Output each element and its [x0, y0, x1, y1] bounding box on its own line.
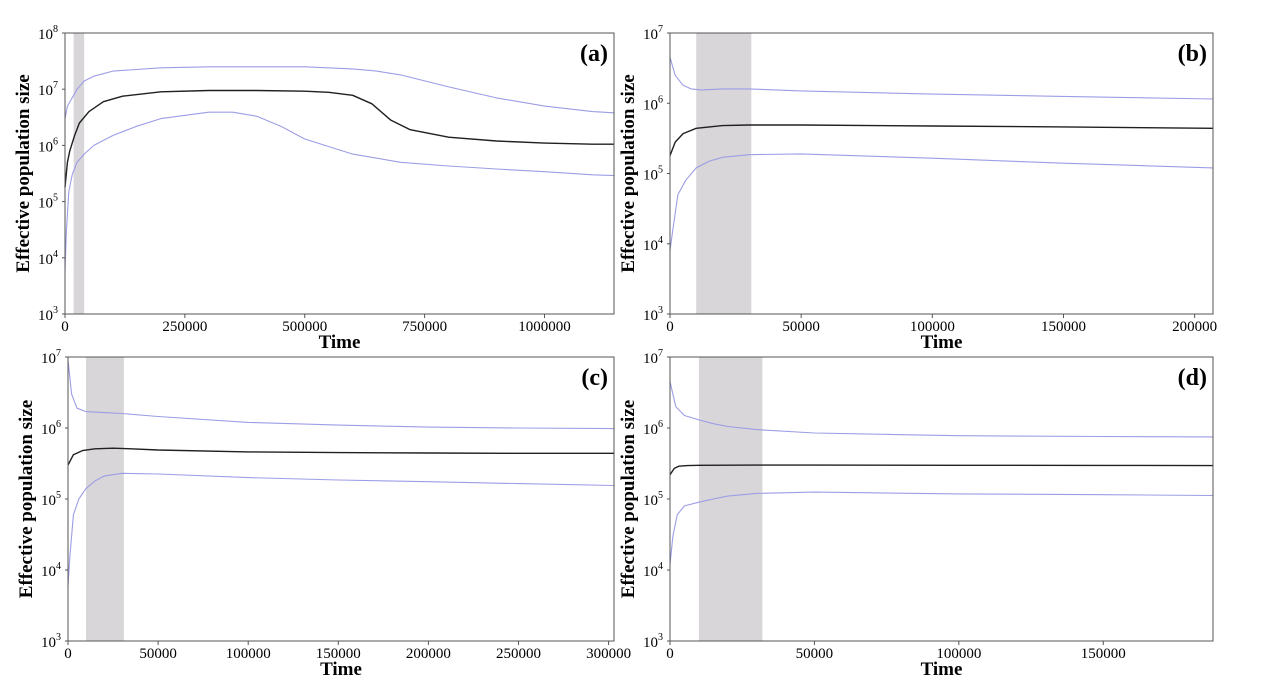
x-tick-label-d: 100000: [936, 646, 981, 662]
panel-label-a: (a): [580, 41, 608, 67]
x-tick-label-a: 1000000: [518, 319, 571, 335]
series-upper-b: [669, 57, 1214, 100]
series-median-a: [64, 89, 614, 188]
y-axis-title-c: Effective population size: [16, 400, 37, 598]
plot-frame-a: [64, 32, 615, 315]
x-tick-label-b: 0: [666, 319, 674, 335]
panel-c: 0 50000 100000 150000 200000 250000 300000 103 1…: [16, 348, 631, 680]
y-tick-label-a: 108: [38, 24, 58, 43]
panel-label-d: (d): [1178, 365, 1207, 391]
series-upper-a: [64, 66, 615, 119]
y-tick-label-a: 107: [38, 80, 58, 99]
series-lower-c: [67, 472, 615, 586]
x-tick-label-b: 200000: [1172, 319, 1217, 335]
series-upper-d: [669, 381, 1214, 438]
panels-container: 0 250000 500000 750000 100000010310410510610…: [13, 24, 1217, 680]
series-lower-d: [669, 491, 1214, 565]
series-median-c: [67, 447, 614, 466]
series-median-d: [669, 464, 1214, 476]
panel-label-c: (c): [581, 365, 608, 391]
series-upper-c: [67, 360, 615, 430]
y-tick-label-b: 105: [643, 165, 663, 184]
y-tick-label-c: 103: [41, 632, 61, 651]
x-tick-label-a: 750000: [402, 319, 447, 335]
y-tick-label-d: 105: [643, 490, 663, 509]
x-tick-label-c: 100000: [226, 646, 271, 662]
shaded-region-b: [696, 33, 752, 314]
x-tick-label-c: 50000: [139, 646, 177, 662]
x-tick-label-d: 150000: [1081, 646, 1126, 662]
y-axis-title-a: Effective population size: [13, 74, 34, 272]
series-lower-b: [669, 153, 1214, 251]
y-tick-label-d: 107: [643, 348, 663, 367]
x-axis-title-b: Time: [921, 332, 963, 353]
panel-b: 0 50000 100000 150000 200000 103 104 105 106 107 T…: [618, 24, 1217, 353]
y-tick-label-d: 103: [643, 632, 663, 651]
y-tick-label-d: 106: [643, 419, 663, 438]
x-axis-title-a: Time: [319, 332, 361, 353]
x-tick-label-b: 100000: [910, 319, 955, 335]
y-axis-title-d: Effective population size: [618, 400, 639, 598]
y-tick-label-a: 104: [38, 249, 58, 268]
x-axis-title-d: Time: [921, 659, 963, 680]
x-tick-label-b: 50000: [782, 319, 820, 335]
y-tick-label-b: 107: [643, 24, 663, 43]
x-axis-title-c: Time: [320, 659, 362, 680]
x-tick-label-a: 500000: [282, 319, 327, 335]
y-tick-label-b: 103: [643, 305, 663, 324]
x-tick-label-c: 0: [64, 646, 72, 662]
y-tick-label-a: 106: [38, 136, 58, 155]
y-tick-label-c: 106: [41, 419, 61, 438]
shaded-region-a: [73, 33, 85, 314]
panel-d: 0 50000 100000 150000 103 104 105 106 107 Time Eff…: [618, 348, 1214, 680]
x-tick-label-c: 150000: [316, 646, 361, 662]
panel-a: 0 250000 500000 750000 1000000 103 104 105 106 10…: [13, 24, 615, 353]
x-tick-label-b: 150000: [1041, 319, 1086, 335]
x-tick-label-c: 250000: [496, 646, 541, 662]
y-tick-label-b: 104: [643, 235, 663, 254]
x-tick-label-a: 250000: [162, 319, 207, 335]
shaded-region-c: [86, 357, 124, 641]
x-tick-label-d: 0: [666, 646, 674, 662]
y-tick-label-a: 103: [38, 305, 58, 324]
series-lower-a: [64, 111, 615, 271]
y-tick-label-a: 105: [38, 193, 58, 212]
x-tick-label-d: 50000: [796, 646, 834, 662]
y-tick-label-c: 105: [41, 490, 61, 509]
x-tick-label-c: 200000: [406, 646, 451, 662]
y-tick-label-d: 104: [643, 561, 663, 580]
y-axis-title-b: Effective population size: [618, 74, 639, 272]
x-tick-label-c: 300000: [586, 646, 631, 662]
y-tick-label-c: 107: [41, 348, 61, 367]
y-tick-label-c: 104: [41, 561, 61, 580]
y-tick-label-b: 106: [643, 94, 663, 113]
shaded-region-d: [698, 357, 763, 641]
panel-label-b: (b): [1178, 41, 1207, 67]
series-median-b: [669, 124, 1214, 156]
x-tick-label-a: 0: [61, 319, 69, 335]
